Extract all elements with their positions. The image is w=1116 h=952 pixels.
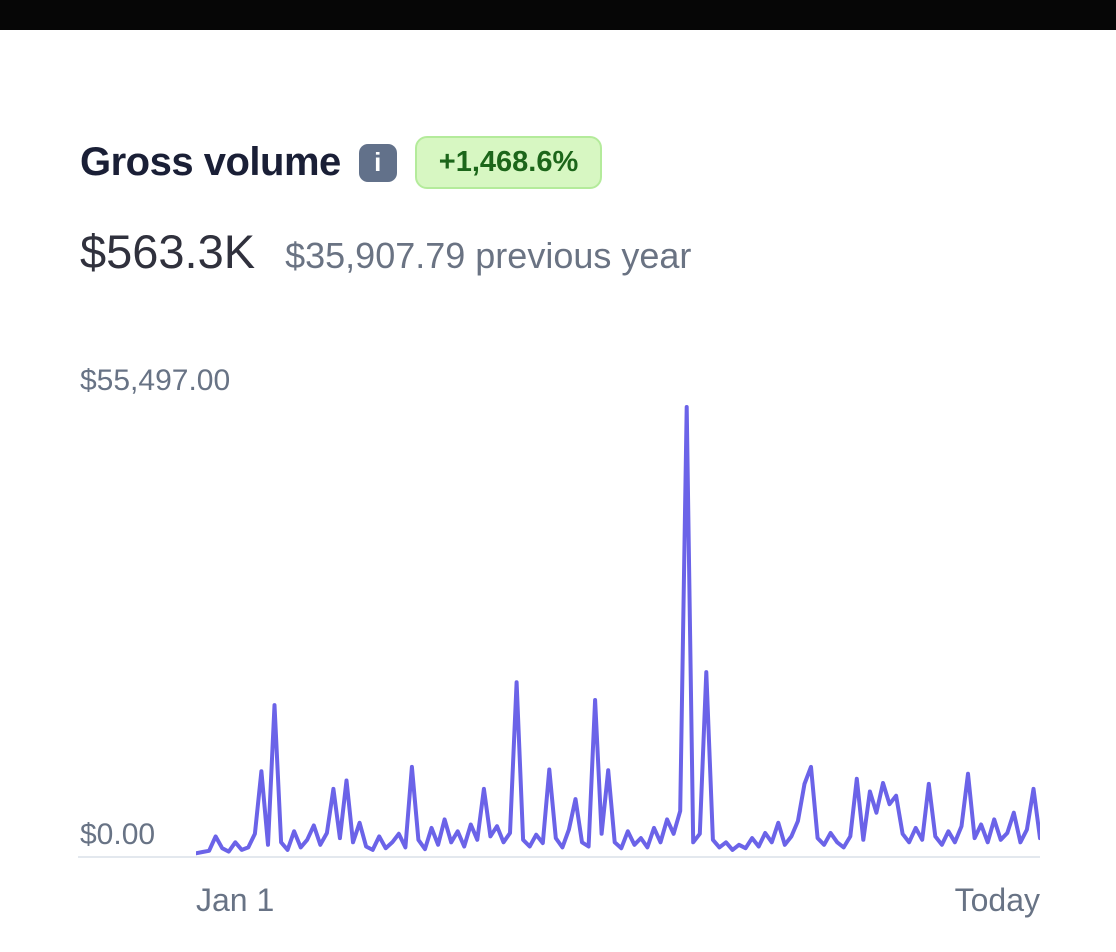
y-axis-min-label: $0.00: [80, 818, 156, 851]
x-axis-end-label: Today: [954, 882, 1040, 918]
x-axis-start-label: Jan 1: [196, 882, 275, 918]
window-top-bar: [0, 0, 1116, 30]
chart-header: Gross volume i +1,468.6%: [80, 136, 603, 189]
gross-volume-value: $563.3K: [80, 225, 256, 278]
gross-volume-chart[interactable]: [196, 385, 1040, 857]
gross-volume-line: [196, 405, 1040, 856]
previous-year-value: $35,907.79 previous year: [285, 235, 692, 276]
x-axis-baseline: [78, 856, 1040, 858]
page-title: Gross volume: [80, 140, 341, 184]
info-icon[interactable]: i: [358, 143, 397, 182]
y-axis-max-label: $55,497.00: [80, 364, 231, 397]
gross-volume-chart-svg[interactable]: [196, 385, 1040, 857]
growth-badge: +1,468.6%: [414, 136, 603, 189]
summary-values: $563.3K $35,907.79 previous year: [80, 224, 691, 279]
